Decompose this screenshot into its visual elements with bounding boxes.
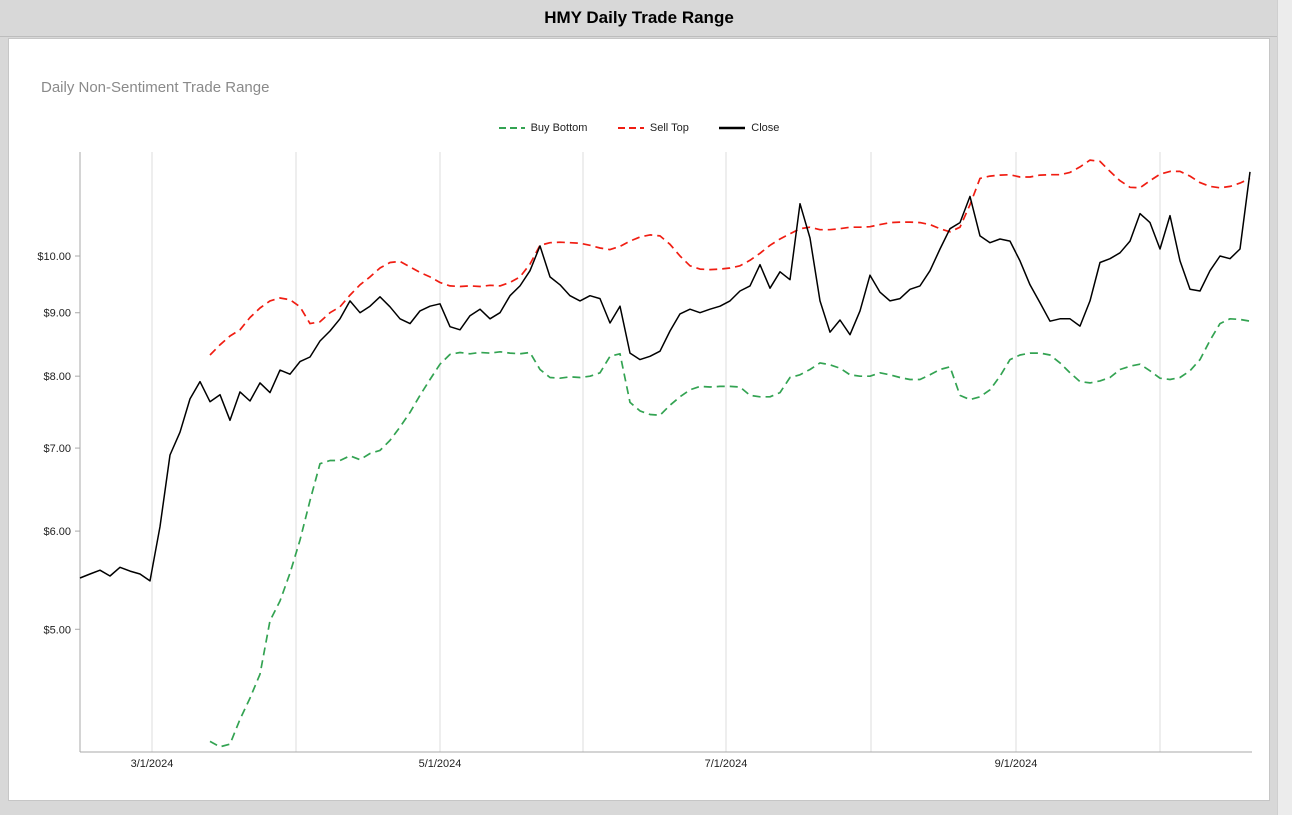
window-title: HMY Daily Trade Range <box>544 8 734 27</box>
legend-item-buy-bottom: Buy Bottom <box>498 121 588 134</box>
legend-label-close: Close <box>751 121 780 134</box>
legend-label-sell-top: Sell Top <box>649 121 689 134</box>
legend-item-close: Close <box>719 122 779 134</box>
chart-title: Daily Non-Sentiment Trade Range <box>41 79 270 96</box>
legend: Buy Bottom Sell Top Close <box>9 119 1269 137</box>
buy-bottom-line-swatch <box>498 126 525 129</box>
legend-label-buy-bottom: Buy Bottom <box>530 121 588 134</box>
legend-item-sell-top: Sell Top <box>617 121 689 134</box>
close-line-swatch <box>719 126 746 129</box>
chart-panel: Daily Non-Sentiment Trade Range Buy Bott… <box>8 38 1270 801</box>
scrollbar-track[interactable] <box>1277 0 1292 815</box>
sell-top-line-swatch <box>617 126 644 129</box>
title-bar: HMY Daily Trade Range <box>0 0 1278 37</box>
